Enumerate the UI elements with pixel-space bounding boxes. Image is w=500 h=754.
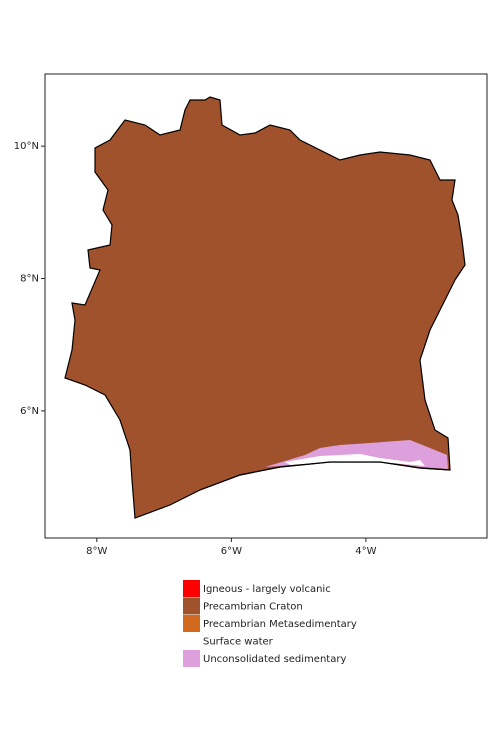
x-tick-label: 8°W [86, 546, 107, 557]
legend-label: Precambrian Metasedimentary [203, 619, 357, 630]
legend-swatch [183, 650, 200, 667]
legend-swatch [183, 597, 200, 615]
panel-border [44, 73, 488, 539]
legend-label: Precambrian Craton [203, 602, 303, 613]
legend-label: Surface water [203, 637, 274, 648]
y-tick-label: 8°N [20, 274, 39, 285]
legend-swatch [183, 615, 200, 632]
lagoon [285, 454, 425, 466]
y-tick-label: 10°N [14, 141, 39, 152]
y-tick-label: 6°N [20, 406, 39, 417]
legend-label: Igneous - largely volcanic [203, 584, 331, 595]
legend-label: Unconsolidated sedimentary [203, 654, 346, 665]
x-tick-label: 6°W [221, 546, 242, 557]
coastline [199, 461, 451, 491]
legend-swatch [183, 632, 200, 650]
x-tick-label: 4°W [355, 546, 376, 557]
legend-swatch [183, 580, 200, 597]
